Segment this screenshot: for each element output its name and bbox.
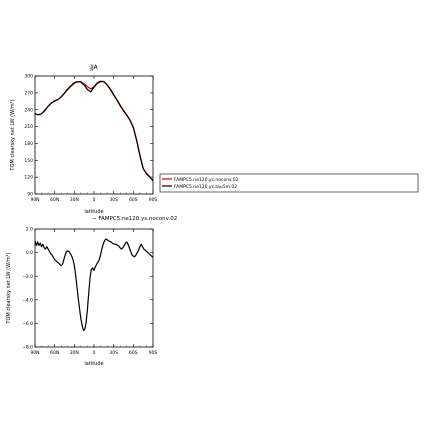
- top-y-tick-label: 300: [24, 74, 33, 80]
- top-x-tick-label: 90S: [149, 197, 158, 203]
- bottom-plot-frame: [34, 228, 154, 348]
- top-y-tick-label: 270: [24, 90, 33, 96]
- top-chart-title: JJA: [89, 64, 98, 71]
- top-series-line-0: [34, 80, 154, 182]
- bottom-x-tick-label: 30S: [109, 350, 118, 356]
- top-x-tick-label: 0: [93, 197, 96, 203]
- bottom-y-tick-label: −8.0: [22, 345, 33, 351]
- legend-label-noconv: FAMPC5.ne120.ys.noconv.02: [174, 177, 239, 183]
- bottom-x-axis-label: latitude: [84, 361, 103, 367]
- top-y-axis-label: TOM clearsky net LW (W/m²): [10, 99, 16, 171]
- top-x-tick-label: 60N: [50, 197, 59, 203]
- top-y-tick-label: 120: [24, 175, 33, 181]
- top-y-tick-label: 180: [24, 141, 33, 147]
- top-x-tick-label: 30S: [109, 197, 118, 203]
- top-ticks: 90N 60N 30N 0 30S 60S 90S 90 120 150 180 210 240 270 3…: [24, 74, 157, 203]
- top-y-tick-label: 240: [24, 107, 33, 113]
- bottom-x-tick-label: 90N: [30, 350, 39, 356]
- top-y-tick-label: 90: [27, 192, 33, 198]
- bottom-panel: − FAMPC5.ne120.ys.noconv.02 90N 60N 30N 0 30…: [6, 216, 177, 367]
- top-x-tick-label: 30N: [70, 197, 79, 203]
- bottom-y-tick-label: −4.0: [22, 297, 33, 303]
- top-y-tick-label: 150: [24, 158, 33, 164]
- legend-box: [159, 173, 419, 193]
- top-x-axis-label: latitude: [84, 209, 103, 215]
- bottom-x-tick-label: 0: [93, 350, 96, 356]
- top-legend: FAMPC5.ne120.ys.noconv.02 FAMPC5.ne120.y…: [159, 173, 419, 193]
- top-x-tick-label: 60S: [129, 197, 138, 203]
- bottom-x-tick-label: 60N: [50, 350, 59, 356]
- bottom-y-tick-label: 0.0: [26, 250, 33, 256]
- bottom-y-tick-label: −2.0: [22, 274, 33, 280]
- bottom-x-tick-label: 90S: [149, 350, 158, 356]
- bottom-x-tick-label: 30N: [70, 350, 79, 356]
- legend-label-tau5m: FAMPC5.ne120.ys.tau5m.02: [174, 184, 237, 190]
- top-panel: JJA 90N 60N 30N 0 30S 60S 90S 90 120 150 180 210 240…: [10, 64, 157, 215]
- bottom-legend-label: − FAMPC5.ne120.ys.noconv.02: [92, 216, 177, 222]
- bottom-series: [34, 238, 154, 332]
- bottom-y-tick-label: 2.0: [26, 227, 33, 233]
- bottom-y-tick-label: −6.0: [22, 321, 33, 327]
- top-x-tick-label: 90N: [30, 197, 39, 203]
- top-series-line-1: [34, 81, 154, 181]
- bottom-y-axis-label: TOM clearsky net LW (W/m²): [6, 252, 12, 324]
- bottom-ticks: 90N 60N 30N 0 30S 60S 90S −8.0 −6.0 −4.0 −2.0 0.0 2.…: [22, 227, 157, 356]
- top-series: [34, 80, 154, 182]
- bottom-x-tick-label: 60S: [129, 350, 138, 356]
- top-y-tick-label: 210: [24, 124, 33, 130]
- bottom-series-line-0: [34, 238, 154, 332]
